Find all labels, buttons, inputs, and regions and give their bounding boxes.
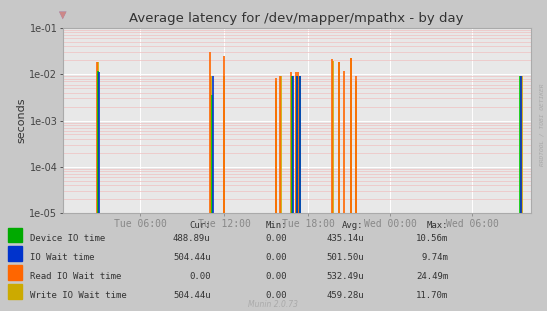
Text: 532.49u: 532.49u: [326, 272, 364, 281]
Text: 501.50u: 501.50u: [326, 253, 364, 262]
Text: Cur:: Cur:: [189, 221, 211, 230]
Text: RRDTOOL / TOBI OETIKER: RRDTOOL / TOBI OETIKER: [539, 83, 544, 166]
Bar: [8, 228, 22, 242]
Title: Average latency for /dev/mapper/mpathx - by day: Average latency for /dev/mapper/mpathx -…: [130, 12, 464, 26]
Text: 9.74m: 9.74m: [422, 253, 449, 262]
Text: 435.14u: 435.14u: [326, 234, 364, 243]
Text: 459.28u: 459.28u: [326, 291, 364, 300]
Bar: [8, 285, 22, 299]
Text: 488.89u: 488.89u: [173, 234, 211, 243]
Text: 10.56m: 10.56m: [416, 234, 449, 243]
Text: 11.70m: 11.70m: [416, 291, 449, 300]
Text: 504.44u: 504.44u: [173, 291, 211, 300]
Bar: [8, 266, 22, 280]
Text: Max:: Max:: [427, 221, 449, 230]
Text: 0.00: 0.00: [266, 234, 287, 243]
Text: Min:: Min:: [266, 221, 287, 230]
Text: Write IO Wait time: Write IO Wait time: [30, 291, 127, 300]
Y-axis label: seconds: seconds: [16, 98, 27, 143]
Text: 0.00: 0.00: [189, 272, 211, 281]
Text: ▼: ▼: [59, 10, 67, 20]
Text: 24.49m: 24.49m: [416, 272, 449, 281]
Text: ▼: ▼: [59, 10, 67, 20]
Text: 0.00: 0.00: [266, 291, 287, 300]
Text: Munin 2.0.73: Munin 2.0.73: [248, 300, 299, 309]
Text: Device IO time: Device IO time: [30, 234, 106, 243]
Text: 504.44u: 504.44u: [173, 253, 211, 262]
Text: Read IO Wait time: Read IO Wait time: [30, 272, 121, 281]
Text: 0.00: 0.00: [266, 272, 287, 281]
Text: 0.00: 0.00: [266, 253, 287, 262]
Text: IO Wait time: IO Wait time: [30, 253, 95, 262]
Bar: [8, 247, 22, 261]
Text: Avg:: Avg:: [342, 221, 364, 230]
